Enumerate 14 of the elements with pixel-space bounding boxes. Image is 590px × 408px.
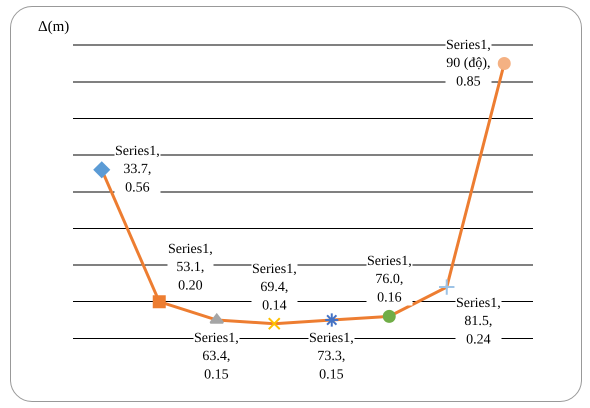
data-label: Series1, 33.7, 0.56 [115,144,160,196]
data-label: Series1, 53.1, 0.20 [168,242,213,294]
point [324,312,340,328]
data-label: Series1, 90 (độ), 0.85 [446,38,491,90]
data-label: Series1, 76.0, 0.16 [367,254,412,306]
data-label: Series1, 73.3, 0.15 [309,331,354,382]
data-label: Series1, 69.4, 0.14 [252,262,297,314]
data-label: Series1, 81.5, 0.24 [456,296,501,348]
y-axis-title: Δ(m) [38,19,70,35]
point [498,57,511,70]
point [382,310,396,323]
point [152,295,166,308]
data-label: Series1, 63.4, 0.15 [194,331,239,382]
point [268,317,281,330]
